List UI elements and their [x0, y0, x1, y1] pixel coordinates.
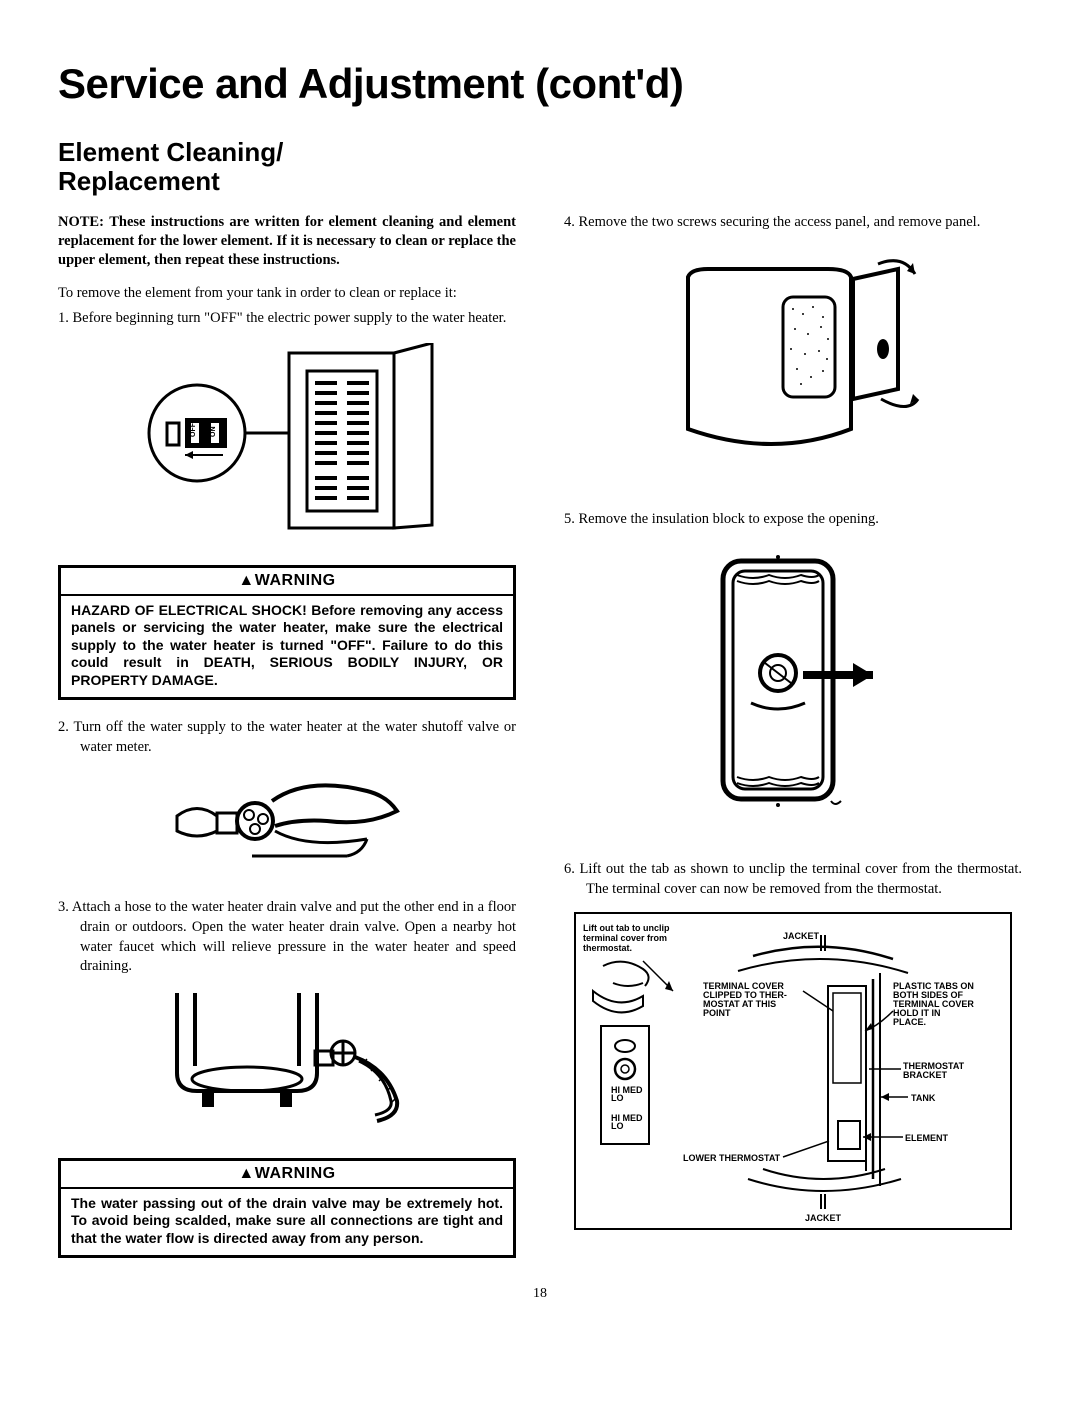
warning-body-2: The water passing out of the drain valve…: [61, 1189, 513, 1256]
step-2: 2. Turn off the water supply to the wate…: [58, 718, 516, 757]
page-number: 18: [58, 1286, 1022, 1302]
left-column: NOTE: These instructions are written for…: [58, 213, 516, 1276]
label-lower-thermostat: LOWER THERMOSTAT: [683, 1153, 781, 1163]
svg-text:LO: LO: [611, 1093, 624, 1103]
figure-insulation: [564, 553, 1022, 818]
figure-breaker: OFF ON: [58, 343, 516, 543]
svg-text:LO: LO: [611, 1121, 624, 1131]
section-title: Element Cleaning/ Replacement: [58, 138, 1022, 195]
warning-head-2: ▲WARNING: [61, 1161, 513, 1189]
step-4: 4. Remove the two screws securing the ac…: [564, 213, 1022, 233]
step-6: 6. Lift out the tab as shown to unclip t…: [564, 860, 1022, 899]
step-1: 1. Before beginning turn "OFF" the elect…: [58, 309, 516, 329]
right-column: 4. Remove the two screws securing the ac…: [564, 213, 1022, 1276]
label-element: ELEMENT: [905, 1133, 949, 1143]
note-paragraph: NOTE: These instructions are written for…: [58, 213, 516, 270]
content-columns: NOTE: These instructions are written for…: [58, 213, 1022, 1276]
label-thermostat-bracket: THERMOSTATBRACKET: [903, 1061, 965, 1080]
label-terminal-cover: TERMINAL COVERCLIPPED TO THER-MOSTAT AT …: [703, 981, 787, 1018]
label-plastic-tabs: PLASTIC TABS ONBOTH SIDES OFTERMINAL COV…: [893, 981, 974, 1027]
step-5: 5. Remove the insulation block to expose…: [564, 510, 1022, 530]
label-tank: TANK: [911, 1093, 936, 1103]
figure-terminal-cover: Lift out tab to unclipterminal cover fro…: [564, 911, 1022, 1236]
warning-triangle-icon: ▲: [238, 572, 254, 589]
label-jacket-top: JACKET: [783, 931, 820, 941]
intro-text: To remove the element from your tank in …: [58, 284, 516, 304]
warning-body-1: HAZARD OF ELECTRICAL SHOCK! Before remov…: [61, 596, 513, 698]
label-lift-tab: Lift out tab to unclipterminal cover fro…: [583, 923, 670, 953]
step-3: 3. Attach a hose to the water heater dra…: [58, 898, 516, 976]
figure-access-panel: [564, 259, 1022, 474]
note-text: These instructions are written for eleme…: [58, 214, 516, 268]
warning-head-1: ▲WARNING: [61, 568, 513, 596]
page-title: Service and Adjustment (cont'd): [58, 60, 1022, 108]
note-label: NOTE:: [58, 214, 104, 230]
svg-text:OFF: OFF: [190, 422, 197, 437]
warning-box-1: ▲WARNING HAZARD OF ELECTRICAL SHOCK! Bef…: [58, 565, 516, 701]
label-jacket-bottom: JACKET: [805, 1213, 842, 1223]
warning-box-2: ▲WARNING The water passing out of the dr…: [58, 1158, 516, 1259]
svg-text:ON: ON: [210, 426, 217, 437]
figure-valve: [58, 771, 516, 876]
figure-tank-drain: [58, 991, 516, 1136]
warning-triangle-icon: ▲: [238, 1165, 254, 1182]
